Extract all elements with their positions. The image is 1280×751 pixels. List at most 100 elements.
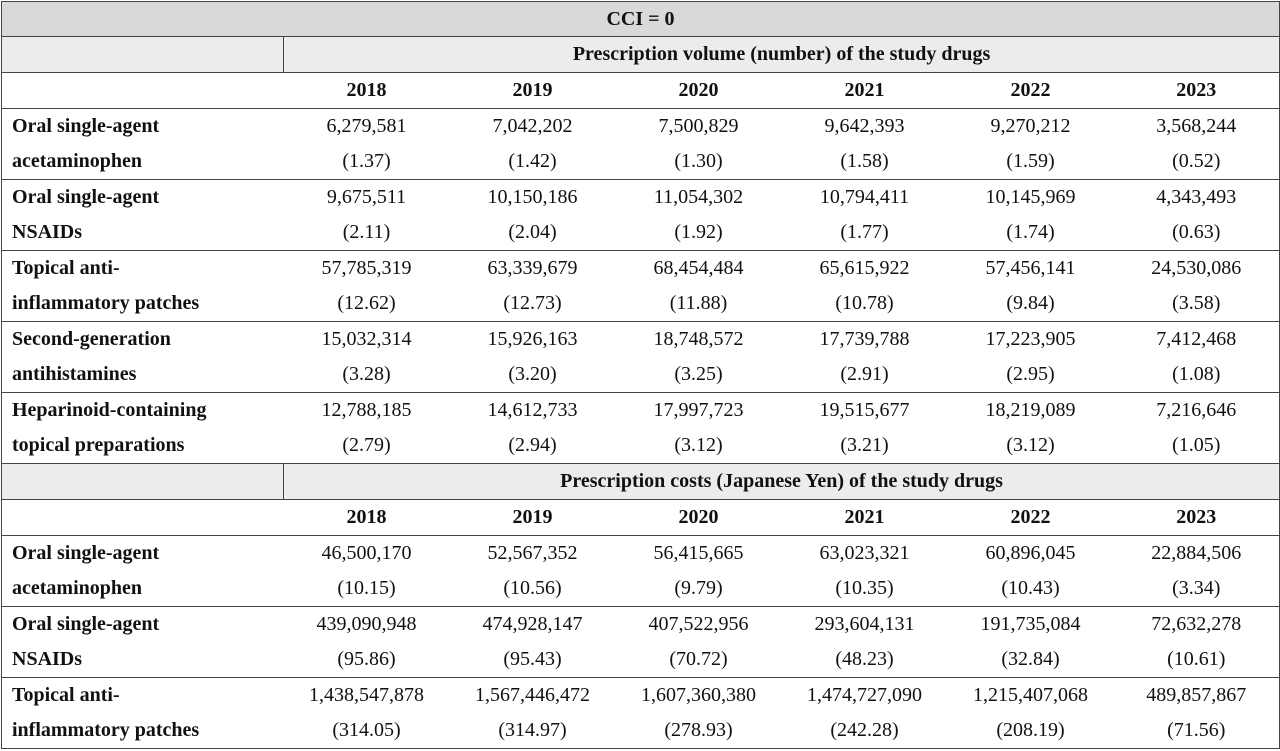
value-cell: 18,748,572 — [615, 321, 782, 357]
value-cell: 9,270,212 — [947, 108, 1114, 144]
table-row: inflammatory patches (12.62) (12.73) (11.88… — [1, 286, 1280, 322]
value-cell: 17,739,788 — [781, 321, 948, 357]
value-cell: 4,343,493 — [1113, 179, 1280, 215]
value-cell: 46,500,170 — [283, 535, 450, 571]
value-cell: 63,339,679 — [449, 250, 616, 286]
drug-name-line2: topical preparations — [1, 428, 284, 464]
drug-name-line1: Oral single-agent — [1, 108, 284, 144]
value-cell: 474,928,147 — [449, 606, 616, 642]
drug-name-line2: inflammatory patches — [1, 713, 284, 749]
sub-value-cell: (10.78) — [781, 286, 948, 322]
value-cell: 9,675,511 — [283, 179, 450, 215]
value-cell: 15,926,163 — [449, 321, 616, 357]
year-header-row: 2018 2019 2020 2021 2022 2023 — [1, 72, 1280, 109]
sub-value-cell: (1.08) — [1113, 357, 1280, 393]
sub-value-cell: (11.88) — [615, 286, 782, 322]
value-cell: 56,415,665 — [615, 535, 782, 571]
sub-value-cell: (242.28) — [781, 713, 948, 749]
table-row: Oral single-agent 439,090,948 474,928,147 4… — [1, 606, 1280, 642]
value-cell: 15,032,314 — [283, 321, 450, 357]
sub-value-cell: (1.37) — [283, 144, 450, 180]
table-row: Oral single-agent 46,500,170 52,567,352 56,… — [1, 535, 1280, 571]
value-cell: 3,568,244 — [1113, 108, 1280, 144]
section-heading-row: Prescription costs (Japanese Yen) of the… — [1, 463, 1280, 500]
section-heading: Prescription costs (Japanese Yen) of the… — [282, 463, 1280, 500]
sub-value-cell: (95.86) — [283, 642, 450, 678]
table-row: inflammatory patches (314.05) (314.97) (278… — [1, 713, 1280, 749]
table-row: Second-generation 15,032,314 15,926,163 18,… — [1, 321, 1280, 357]
table-row: antihistamines (3.28) (3.20) (3.25) (2.91) (2… — [1, 357, 1280, 393]
table-row: Topical anti- 1,438,547,878 1,567,446,472 1… — [1, 677, 1280, 713]
drug-name-line2: inflammatory patches — [1, 286, 284, 322]
value-cell: 439,090,948 — [283, 606, 450, 642]
sub-value-cell: (10.61) — [1113, 642, 1280, 678]
sub-value-cell: (3.25) — [615, 357, 782, 393]
drug-name-line1: Topical anti- — [1, 677, 284, 713]
drug-name-line1: Oral single-agent — [1, 179, 284, 215]
value-cell: 7,042,202 — [449, 108, 616, 144]
table-row: Topical anti- 57,785,319 63,339,679 68,454,… — [1, 250, 1280, 286]
value-cell: 57,456,141 — [947, 250, 1114, 286]
value-cell: 7,500,829 — [615, 108, 782, 144]
value-cell: 22,884,506 — [1113, 535, 1280, 571]
sub-value-cell: (0.52) — [1113, 144, 1280, 180]
value-cell: 1,215,407,068 — [947, 677, 1114, 713]
drug-name-line1: Oral single-agent — [1, 606, 284, 642]
value-cell: 293,604,131 — [781, 606, 948, 642]
sub-value-cell: (3.20) — [449, 357, 616, 393]
year-header-spacer — [1, 499, 284, 536]
value-cell: 9,642,393 — [781, 108, 948, 144]
sub-value-cell: (9.79) — [615, 571, 782, 607]
table-row: Oral single-agent 6,279,581 7,042,202 7,500… — [1, 108, 1280, 144]
section-heading-spacer — [1, 463, 284, 500]
sub-value-cell: (1.77) — [781, 215, 948, 251]
table-row: acetaminophen (10.15) (10.56) (9.79) (10.35)… — [1, 571, 1280, 607]
value-cell: 1,474,727,090 — [781, 677, 948, 713]
value-cell: 10,150,186 — [449, 179, 616, 215]
sub-value-cell: (3.28) — [283, 357, 450, 393]
sub-value-cell: (2.95) — [947, 357, 1114, 393]
value-cell: 12,788,185 — [283, 392, 450, 428]
value-cell: 72,632,278 — [1113, 606, 1280, 642]
year-header: 2020 — [615, 72, 782, 109]
value-cell: 10,145,969 — [947, 179, 1114, 215]
sub-value-cell: (1.74) — [947, 215, 1114, 251]
value-cell: 1,438,547,878 — [283, 677, 450, 713]
drug-name-line2: NSAIDs — [1, 215, 284, 251]
value-cell: 7,216,646 — [1113, 392, 1280, 428]
year-header-spacer — [1, 72, 284, 109]
sub-value-cell: (10.35) — [781, 571, 948, 607]
value-cell: 191,735,084 — [947, 606, 1114, 642]
table-row: NSAIDs (95.86) (95.43) (70.72) (48.23) (32.84… — [1, 642, 1280, 678]
value-cell: 60,896,045 — [947, 535, 1114, 571]
value-cell: 63,023,321 — [781, 535, 948, 571]
sub-value-cell: (2.04) — [449, 215, 616, 251]
sub-value-cell: (3.12) — [615, 428, 782, 464]
sub-value-cell: (12.62) — [283, 286, 450, 322]
sub-value-cell: (48.23) — [781, 642, 948, 678]
value-cell: 14,612,733 — [449, 392, 616, 428]
drug-name-line1: Oral single-agent — [1, 535, 284, 571]
sub-value-cell: (0.63) — [1113, 215, 1280, 251]
table-title: CCI = 0 — [0, 1, 1280, 37]
year-header-row: 2018 2019 2020 2021 2022 2023 — [1, 499, 1280, 536]
value-cell: 7,412,468 — [1113, 321, 1280, 357]
value-cell: 11,054,302 — [615, 179, 782, 215]
sub-value-cell: (1.59) — [947, 144, 1114, 180]
sub-value-cell: (1.42) — [449, 144, 616, 180]
table-row: topical preparations (2.79) (2.94) (3.12) (3… — [1, 428, 1280, 464]
value-cell: 19,515,677 — [781, 392, 948, 428]
sub-value-cell: (10.56) — [449, 571, 616, 607]
sub-value-cell: (70.72) — [615, 642, 782, 678]
table-title-row: CCI = 0 — [0, 1, 1280, 37]
year-header: 2022 — [947, 499, 1114, 536]
year-header: 2021 — [781, 72, 948, 109]
drug-name-line1: Topical anti- — [1, 250, 284, 286]
drug-name-line1: Heparinoid-containing — [1, 392, 284, 428]
drug-name-line2: acetaminophen — [1, 144, 284, 180]
table-row: Heparinoid-containing 12,788,185 14,612,73… — [1, 392, 1280, 428]
value-cell: 68,454,484 — [615, 250, 782, 286]
value-cell: 407,522,956 — [615, 606, 782, 642]
sub-value-cell: (12.73) — [449, 286, 616, 322]
year-header: 2021 — [781, 499, 948, 536]
